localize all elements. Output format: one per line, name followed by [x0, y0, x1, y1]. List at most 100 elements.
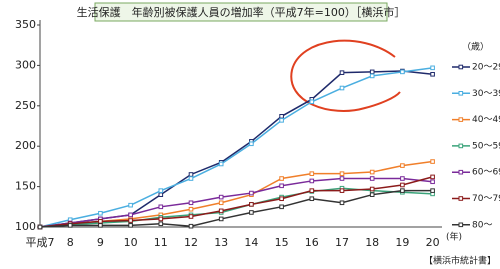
point [430, 65, 435, 71]
point [279, 183, 284, 189]
x-tick-label: 20 [426, 236, 440, 249]
source: 【横浜市統計書】 [424, 255, 496, 267]
point [279, 118, 284, 123]
point [128, 218, 133, 223]
point [218, 208, 224, 214]
point [218, 194, 224, 200]
legend-marker [458, 169, 464, 175]
point [218, 161, 224, 167]
point [249, 190, 254, 196]
point [430, 179, 435, 185]
series-line [39, 187, 433, 228]
x-unit: (年) [446, 231, 462, 243]
x-tick-label: 8 [67, 236, 74, 249]
point [158, 188, 164, 193]
point [400, 69, 405, 75]
legend-label: 70～79 [472, 194, 500, 204]
point [309, 178, 315, 184]
legend-marker [458, 222, 464, 228]
point [188, 200, 194, 206]
x-tick-label: 10 [124, 236, 138, 249]
point [279, 204, 284, 210]
point [339, 200, 345, 206]
point [430, 174, 435, 180]
point [339, 176, 345, 181]
series-line [39, 177, 433, 228]
point [188, 172, 194, 177]
point [369, 69, 375, 75]
point [188, 223, 194, 229]
series-line [39, 67, 433, 228]
point [98, 210, 103, 216]
legend-label: 80～ [472, 220, 492, 230]
point [309, 196, 315, 202]
x-tick-label: 11 [154, 236, 168, 249]
x-tick-label: 19 [395, 236, 409, 249]
legend-label: 20～29 [472, 63, 500, 73]
point [218, 216, 224, 222]
point [158, 204, 164, 210]
point [279, 114, 284, 119]
chart-title: 生活保護 年齢別被保護人員の増加率（平成7年=100）［横浜市］ [77, 5, 406, 19]
legend-marker [458, 91, 464, 96]
point [430, 71, 435, 77]
x-tick-label: 16 [305, 236, 319, 249]
point [158, 221, 164, 227]
title-box [94, 2, 388, 22]
point [339, 188, 345, 193]
series-line [39, 70, 433, 228]
y-tick-label: 300 [15, 58, 36, 71]
point [249, 202, 254, 207]
legend-marker [458, 117, 464, 122]
legend-label: 60～69 [472, 168, 500, 178]
legend-title: （歳） [462, 41, 489, 53]
y-tick-label: 250 [15, 99, 36, 112]
legend-label: 30～39 [472, 89, 500, 99]
point [188, 206, 194, 212]
point [279, 176, 284, 181]
point [218, 200, 224, 206]
x-tick-label: 14 [244, 236, 258, 249]
point [158, 192, 164, 197]
point [37, 224, 43, 230]
point [279, 196, 284, 202]
series-line [39, 176, 433, 228]
y-tick-label: 150 [15, 180, 36, 193]
point [369, 176, 375, 181]
legend-label: 50～59 [472, 141, 500, 151]
x-tick-label: 13 [214, 236, 228, 249]
point [339, 171, 345, 176]
x-tick-label: 12 [184, 236, 198, 249]
y-tick-label: 200 [15, 139, 36, 152]
point [369, 192, 375, 197]
point [400, 188, 405, 193]
y-tick-label: 100 [15, 220, 36, 233]
point [98, 223, 103, 228]
legend-marker [458, 143, 464, 149]
legend-marker [458, 196, 464, 201]
annotation-circle [290, 39, 401, 112]
point [369, 186, 375, 192]
x-tick-label: 平成7 [26, 236, 55, 249]
point [369, 73, 375, 79]
point [430, 188, 435, 193]
x-tick-label: 18 [365, 236, 379, 249]
point [309, 188, 315, 193]
point [309, 99, 315, 105]
point [369, 169, 375, 175]
x-tick-label: 17 [335, 236, 349, 249]
series-line [39, 189, 433, 228]
point [400, 182, 405, 188]
point [339, 85, 345, 91]
point [67, 223, 73, 228]
point [249, 141, 254, 147]
point [400, 163, 405, 168]
point [249, 210, 254, 215]
x-tick-label: 9 [97, 236, 104, 249]
y-tick-label: 350 [15, 18, 36, 31]
point [128, 202, 133, 208]
point [128, 223, 133, 228]
point [400, 176, 405, 181]
legend-label: 40～49 [472, 115, 500, 125]
